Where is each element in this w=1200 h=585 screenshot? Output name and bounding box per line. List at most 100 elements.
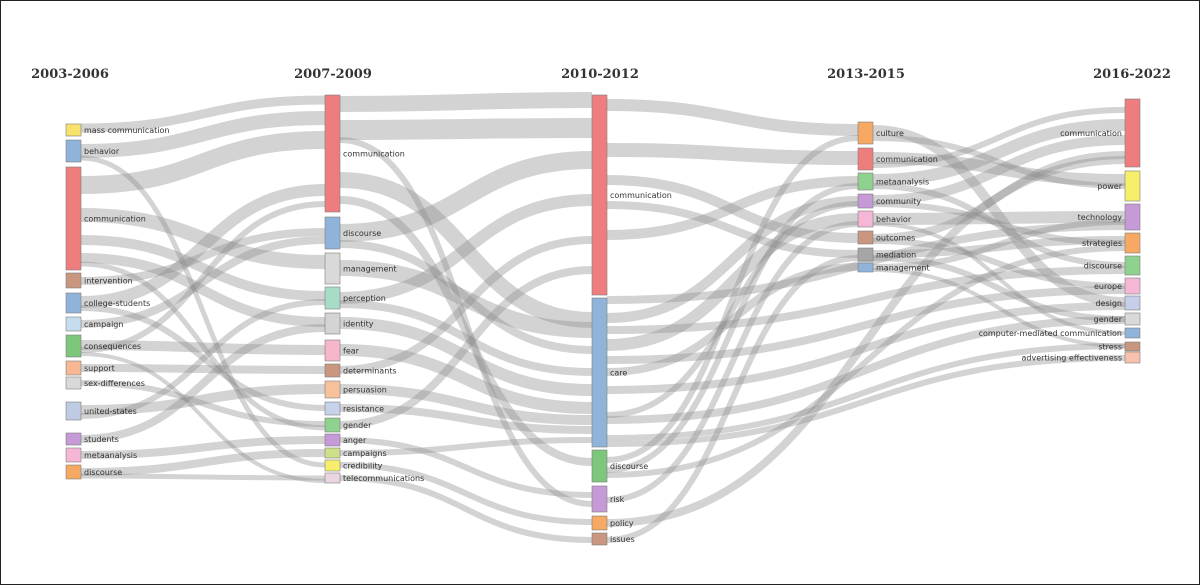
node-behavior	[857, 210, 874, 228]
flow-link	[606, 175, 859, 243]
node-label: advertising effectiveness	[1022, 354, 1122, 363]
flow-link	[80, 131, 326, 194]
flow-link	[606, 266, 1126, 334]
node-mediation	[857, 247, 874, 262]
flow-link	[606, 343, 1126, 441]
node-label: mediation	[876, 251, 916, 260]
node-computer-mediated-communication	[1124, 327, 1141, 339]
flow-link	[339, 92, 593, 112]
node-label: campaigns	[343, 449, 387, 458]
flow-link	[80, 364, 326, 374]
period-headers: 2003-2006 2007-2009 2010-2012 2013-2015 2016…	[31, 67, 1171, 82]
flow-link	[606, 176, 859, 240]
flow-link	[606, 201, 859, 418]
node-community	[857, 193, 874, 209]
flow-link	[339, 437, 593, 498]
period-header-1: 2007-2009	[294, 67, 372, 82]
node-policy	[591, 515, 608, 531]
node-label: metaanalysis	[876, 178, 929, 187]
node-label: issues	[610, 535, 635, 544]
node-behavior	[65, 139, 82, 163]
flow-link	[606, 263, 859, 376]
node-culture	[857, 121, 874, 145]
node-gender	[1124, 312, 1141, 326]
node-metaanalysis	[857, 172, 874, 191]
node-label: technology	[1078, 213, 1123, 222]
node-label: gender	[1094, 315, 1123, 324]
node-credibility	[324, 459, 341, 472]
flow-link	[872, 183, 1126, 268]
node-perception	[324, 286, 341, 310]
node-label: determinants	[343, 367, 397, 376]
node-students	[65, 432, 82, 446]
flow-link	[606, 99, 859, 136]
flow-link	[80, 208, 326, 269]
node-communication	[1124, 98, 1141, 168]
node-label: communication	[84, 215, 146, 224]
flow-link	[606, 355, 1126, 447]
flow-link	[339, 317, 593, 396]
flow-link	[339, 404, 593, 434]
node-communication	[324, 94, 341, 213]
period-header-2: 2010-2012	[561, 67, 639, 82]
node-management	[324, 252, 341, 285]
node-label: identity	[343, 320, 374, 329]
flow-link	[606, 302, 1126, 394]
node-campaign	[65, 316, 82, 332]
node-consequences	[65, 334, 82, 358]
node-care	[591, 297, 608, 448]
flow-link	[339, 196, 593, 466]
node-label: resistance	[343, 405, 384, 414]
node-label: design	[1095, 299, 1122, 308]
node-label: credibility	[343, 462, 383, 471]
flow-links	[80, 92, 1126, 543]
keyword-nodes: mass communication behavior communication i…	[65, 94, 1141, 546]
flow-link	[606, 255, 859, 543]
node-persuasion	[324, 380, 341, 399]
node-label: culture	[876, 129, 904, 138]
flow-link	[606, 156, 1126, 527]
flow-link	[606, 183, 859, 473]
period-header-0: 2003-2006	[31, 67, 109, 82]
flow-link	[339, 437, 593, 456]
node-label: communication	[876, 155, 938, 164]
node-label: policy	[610, 519, 634, 528]
node-intervention	[65, 272, 82, 289]
flow-link	[606, 143, 859, 165]
flow-link	[872, 135, 1126, 205]
flow-link	[606, 196, 859, 323]
node-label: discourse	[84, 468, 122, 477]
flow-link	[872, 119, 1126, 186]
flow-link	[872, 236, 1126, 258]
node-label: persuasion	[343, 386, 387, 395]
flow-link	[339, 236, 593, 374]
flow-link	[339, 151, 593, 242]
node-label: strategies	[1082, 239, 1122, 248]
node-design	[1124, 295, 1141, 311]
node-metaanalysis	[65, 447, 82, 463]
node-label: discourse	[1084, 262, 1122, 271]
node-label: support	[84, 364, 115, 373]
flow-link	[339, 260, 593, 338]
node-anger	[324, 433, 341, 447]
node-discourse	[65, 464, 82, 480]
flow-link	[606, 245, 1126, 478]
node-campaigns	[324, 447, 341, 459]
flow-link	[80, 228, 326, 285]
node-label: gender	[343, 421, 372, 430]
flow-link	[872, 255, 1126, 322]
node-europe	[1124, 277, 1141, 295]
node-label: united-states	[84, 407, 137, 416]
node-label: computer-mediated communication	[979, 329, 1122, 338]
flow-link	[80, 253, 326, 327]
flow-link	[606, 201, 859, 258]
flow-link	[872, 219, 1126, 270]
flow-link	[80, 236, 326, 328]
period-header-4: 2016-2022	[1093, 67, 1171, 82]
node-risk	[591, 485, 608, 513]
node-label: students	[84, 435, 119, 444]
node-label: communication	[1060, 129, 1122, 138]
flow-link	[339, 172, 593, 328]
node-power	[1124, 170, 1141, 202]
flow-link	[80, 380, 326, 427]
